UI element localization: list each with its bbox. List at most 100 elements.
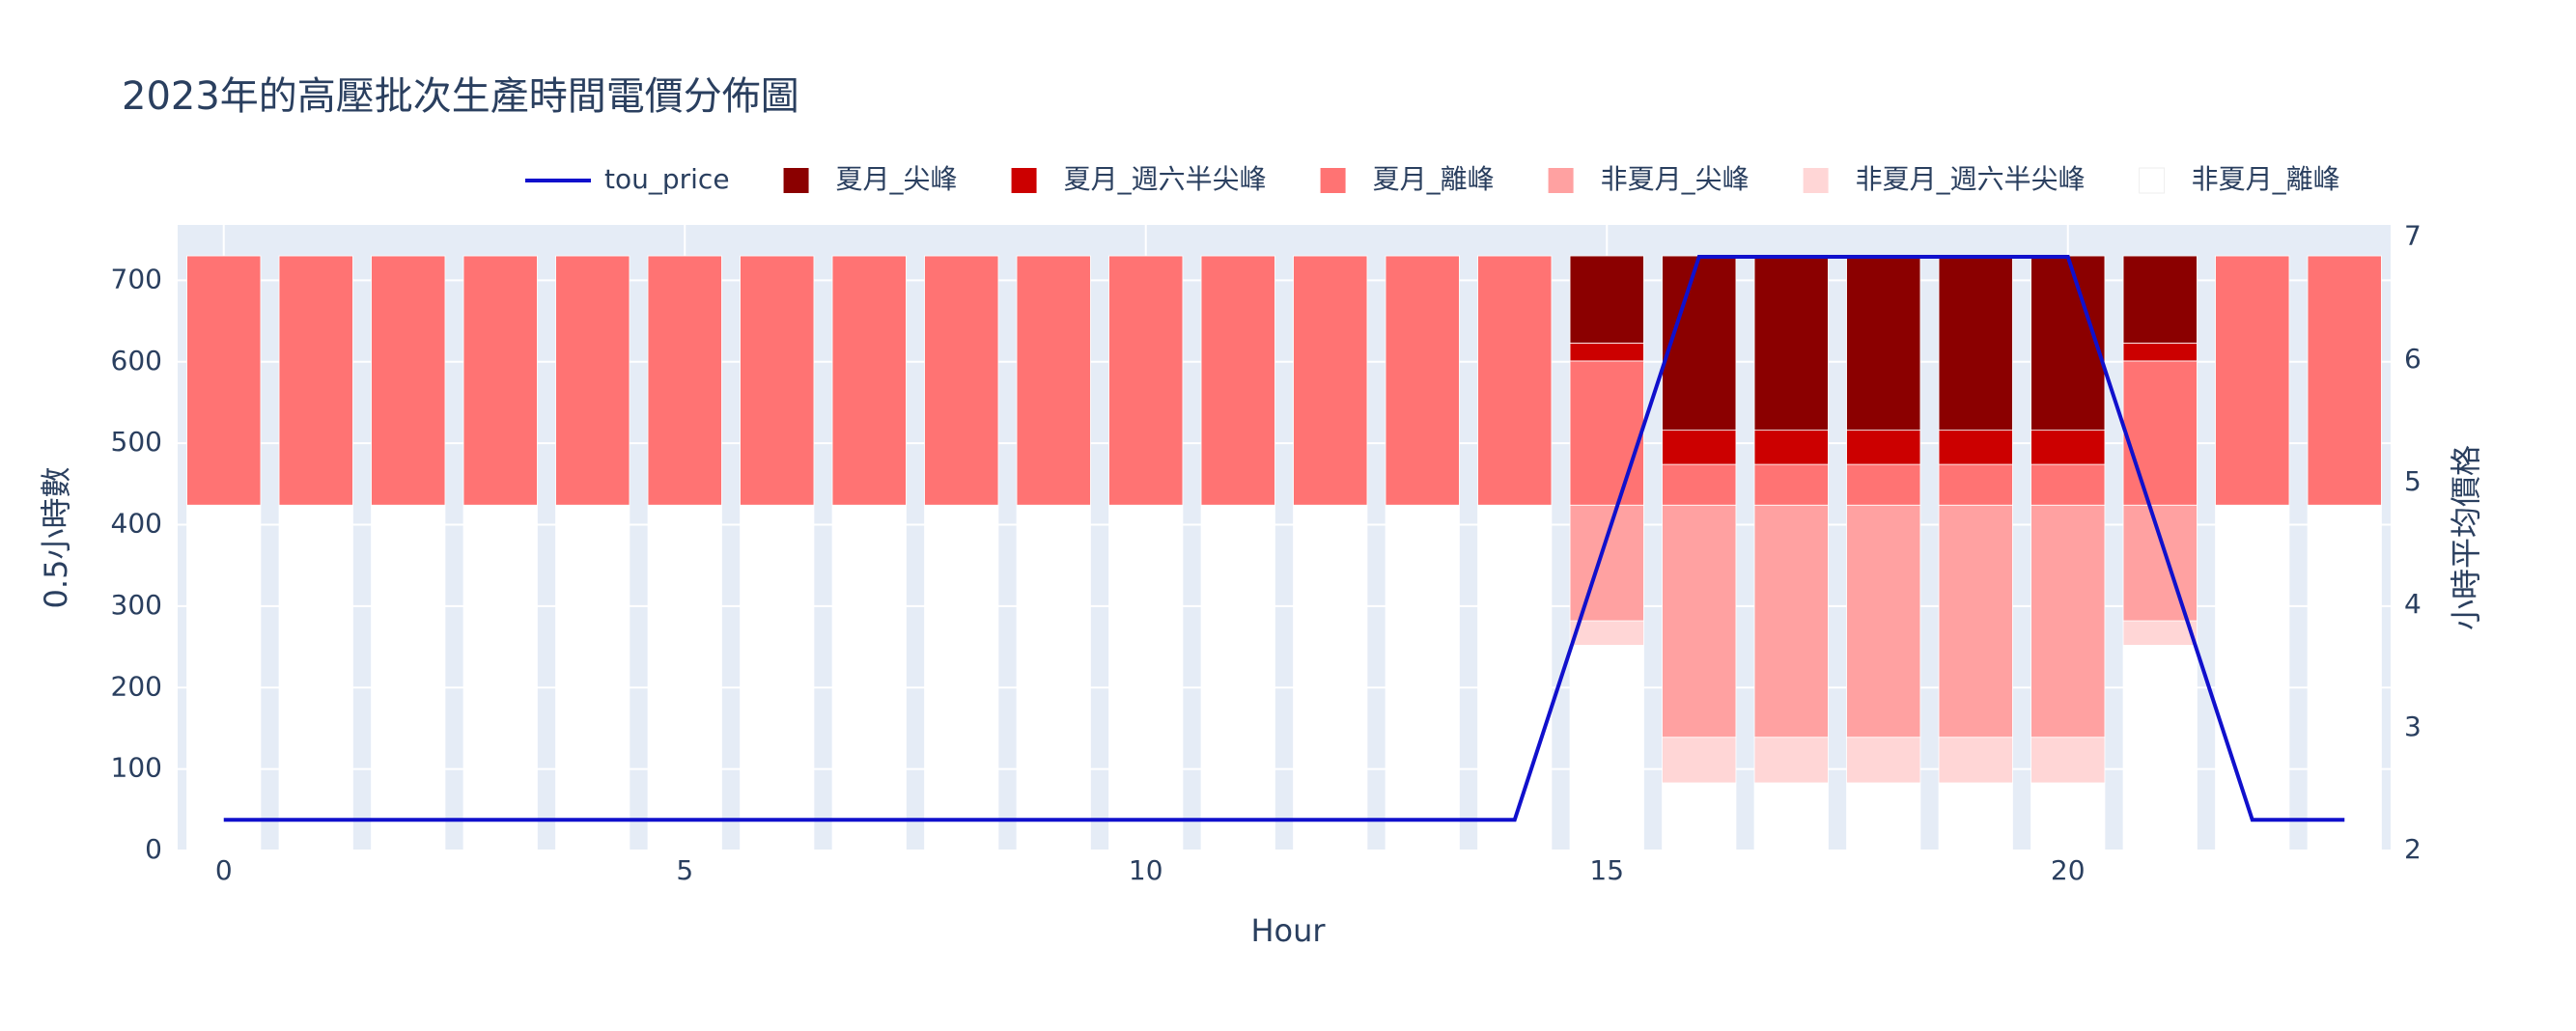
- legend-swatch: [1011, 168, 1037, 193]
- legend-item[interactable]: 非夏月_週六半尖峰: [1803, 163, 2086, 195]
- bar: [2030, 430, 2106, 465]
- bar: [1662, 782, 1737, 851]
- bar: [1938, 430, 2013, 465]
- chart-title: 2023年的高壓批次生產時間電價分佈圖: [122, 74, 799, 119]
- bar: [1753, 504, 1829, 738]
- bar: [1662, 430, 1737, 465]
- bar: [278, 255, 353, 506]
- bar: [1662, 255, 1737, 432]
- bar: [1938, 737, 2013, 784]
- y-axis-title: 0.5小時數: [38, 467, 74, 609]
- y-tick-label: 600: [111, 345, 162, 376]
- y-tick-label: 500: [111, 426, 162, 458]
- legend-item[interactable]: tou_price: [525, 163, 730, 195]
- bar: [1753, 430, 1829, 465]
- bar: [1753, 255, 1829, 432]
- y-tick-label: 200: [111, 670, 162, 702]
- bar: [1846, 430, 1921, 465]
- y2-axis-title: 小時平均價格: [2448, 445, 2484, 630]
- legend-item[interactable]: 非夏月_尖峰: [1548, 163, 1750, 195]
- bar: [740, 255, 815, 506]
- bar: [278, 504, 353, 851]
- bar: [2030, 504, 2106, 738]
- x-tick-label: 5: [676, 854, 693, 886]
- bar: [2030, 737, 2106, 784]
- bar: [1846, 737, 1921, 784]
- bar: [1938, 463, 2013, 506]
- bar: [1477, 504, 1553, 851]
- bar: [1662, 504, 1737, 738]
- y2-tick-label: 4: [2404, 588, 2422, 620]
- bar: [2122, 504, 2198, 622]
- legend-label: 非夏月_離峰: [2192, 163, 2340, 195]
- x-axis-title: Hour: [1250, 912, 1326, 949]
- x-tick-label: 0: [215, 854, 233, 886]
- bar: [1200, 504, 1275, 851]
- bar: [371, 255, 446, 506]
- bar: [647, 255, 722, 506]
- bar: [1846, 463, 1921, 506]
- bar: [1385, 255, 1460, 506]
- bar: [1569, 620, 1644, 646]
- bar: [740, 504, 815, 851]
- bar: [555, 255, 630, 506]
- bar: [1662, 737, 1737, 784]
- bar: [2307, 255, 2382, 506]
- bar: [647, 504, 722, 851]
- bar: [1477, 255, 1553, 506]
- bar: [1753, 782, 1829, 851]
- legend-swatch: [1548, 168, 1574, 193]
- y2-tick-label: 5: [2404, 465, 2422, 497]
- bar: [1108, 504, 1184, 851]
- bar: [462, 255, 538, 506]
- bar: [1569, 644, 1644, 851]
- bar: [1108, 255, 1184, 506]
- legend-label: 非夏月_尖峰: [1601, 163, 1750, 195]
- legend-label: 夏月_週六半尖峰: [1064, 163, 1267, 195]
- legend-swatch: [1320, 168, 1346, 193]
- y-tick-label: 400: [111, 508, 162, 540]
- legend-item[interactable]: 非夏月_離峰: [2139, 163, 2340, 195]
- bar: [2122, 360, 2198, 506]
- bar: [1293, 504, 1368, 851]
- bar: [831, 504, 907, 851]
- bar: [186, 504, 262, 851]
- plot-background: [178, 225, 2391, 850]
- bar: [1753, 737, 1829, 784]
- bar: [1016, 504, 1091, 851]
- y2-tick-label: 6: [2404, 343, 2422, 375]
- bar: [2122, 255, 2198, 344]
- bar: [1938, 255, 2013, 432]
- bar: [2122, 644, 2198, 851]
- bar: [924, 504, 999, 851]
- y2-tick-label: 2: [2404, 833, 2422, 865]
- bar: [2122, 620, 2198, 646]
- y-tick-label: 300: [111, 589, 162, 621]
- y-tick-label: 0: [145, 833, 162, 865]
- x-tick-label: 15: [1589, 854, 1624, 886]
- bar: [924, 255, 999, 506]
- price-line: [223, 255, 2345, 822]
- bar: [371, 504, 446, 851]
- legend-label: tou_price: [604, 163, 730, 195]
- bar: [1569, 504, 1644, 622]
- legend-swatch: [783, 168, 809, 193]
- bar: [1662, 463, 1737, 506]
- legend-item[interactable]: 夏月_週六半尖峰: [1011, 163, 1267, 195]
- bar: [1846, 504, 1921, 738]
- bar: [2030, 782, 2106, 851]
- bar: [1938, 782, 2013, 851]
- bar: [1753, 463, 1829, 506]
- bar: [462, 504, 538, 851]
- y2-tick-label: 7: [2404, 220, 2422, 252]
- bar: [2307, 504, 2382, 851]
- legend-label: 非夏月_週六半尖峰: [1856, 163, 2086, 195]
- bar: [2215, 255, 2290, 506]
- x-tick-label: 10: [1129, 854, 1163, 886]
- bar: [1569, 255, 1644, 344]
- bar: [1385, 504, 1460, 851]
- legend-item[interactable]: 夏月_離峰: [1320, 163, 1495, 195]
- bar: [1293, 255, 1368, 506]
- legend-item[interactable]: 夏月_尖峰: [783, 163, 958, 195]
